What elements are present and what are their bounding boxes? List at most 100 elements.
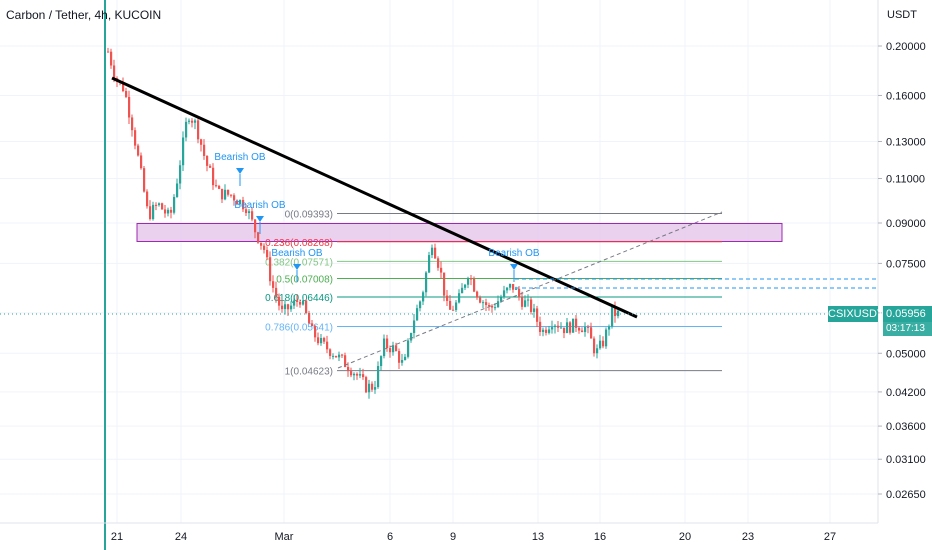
- current-price-label: 0.05956: [883, 306, 932, 322]
- candle-body: [518, 288, 521, 297]
- candle-body: [137, 145, 140, 156]
- price-tick-label: 0.02650: [886, 489, 926, 501]
- candle-body: [242, 199, 245, 210]
- price-tick-label: 0.03600: [886, 421, 926, 433]
- candle-body: [227, 189, 230, 195]
- candle-body: [539, 321, 542, 332]
- candle-body: [527, 299, 530, 301]
- candle-body: [275, 287, 278, 297]
- candle-body: [419, 301, 422, 309]
- candle-body: [374, 387, 377, 390]
- price-tick-label: 0.16000: [886, 90, 926, 102]
- time-tick-label: 23: [742, 531, 754, 543]
- candle-body: [350, 371, 353, 376]
- time-tick-label: 21: [111, 531, 123, 543]
- candle-body: [296, 300, 299, 302]
- time-tick-label: 24: [175, 531, 187, 543]
- candle-body: [608, 326, 611, 330]
- candle-body: [302, 300, 305, 305]
- candle-body: [152, 204, 155, 220]
- bearish-ob-zone[interactable]: [136, 222, 783, 242]
- candle-body: [305, 300, 308, 314]
- candle-body: [149, 206, 152, 220]
- candle-body: [602, 340, 605, 347]
- candle-body: [272, 281, 275, 288]
- candle-body: [146, 191, 149, 207]
- candle-body: [401, 360, 404, 363]
- down-arrow-icon: [510, 264, 518, 270]
- trendline: [111, 76, 638, 319]
- fib-label: 0.618(0.06446): [265, 293, 333, 304]
- candle-body: [251, 211, 254, 220]
- fib-retracement[interactable]: 0(0.09393) 0.236(0.08268) 0.382(0.07571) 0.…: [265, 210, 722, 378]
- price-tick-label: 0.09000: [886, 218, 926, 230]
- candle-body: [533, 308, 536, 312]
- candle-body: [359, 374, 362, 376]
- candle-body: [209, 165, 212, 168]
- candle-body: [107, 51, 110, 53]
- candle-body: [335, 355, 338, 358]
- candle-body: [320, 337, 323, 344]
- symbol-price-badge: CSIXUSDT: [828, 306, 884, 322]
- candle-body: [155, 204, 158, 206]
- candle-body: [311, 323, 314, 327]
- candle-body: [422, 292, 425, 302]
- candle-body: [476, 291, 479, 298]
- candle-body: [380, 356, 383, 367]
- symbol-title[interactable]: Carbon / Tether, 4h, KUCOIN: [6, 8, 162, 22]
- candle-body: [353, 373, 356, 376]
- candle-body: [395, 345, 398, 352]
- candle-body: [413, 320, 416, 334]
- candle-body: [194, 120, 197, 123]
- fib-label: 1(0.04623): [285, 367, 333, 378]
- candle-body: [572, 318, 575, 333]
- candle-body: [284, 304, 287, 310]
- price-tick-label: 0.13000: [886, 136, 926, 148]
- candle-body: [458, 293, 461, 303]
- annotations[interactable]: Bearish OB Bearish OB Bearish OB Bearish OB: [214, 152, 540, 282]
- candle-body: [584, 326, 587, 333]
- down-arrow-icon: [256, 216, 264, 222]
- candle-body: [173, 196, 176, 213]
- candle-body: [158, 203, 161, 206]
- candle-body: [179, 165, 182, 184]
- candle-body: [293, 300, 296, 306]
- candle-body: [542, 329, 545, 332]
- candle-body: [581, 330, 584, 333]
- candle-body: [587, 326, 590, 328]
- price-tick-label: 0.11000: [886, 174, 925, 186]
- candle-body: [260, 242, 263, 246]
- candle-body: [278, 296, 281, 306]
- candle-body: [140, 155, 143, 169]
- candle-body: [200, 139, 203, 145]
- candle-body: [383, 338, 386, 357]
- candle-body: [506, 287, 509, 291]
- candle-body: [452, 309, 455, 311]
- candle-body: [248, 211, 251, 214]
- candle-body: [389, 348, 392, 353]
- candle-body: [473, 278, 476, 292]
- candle-body: [356, 373, 359, 376]
- candle-body: [290, 305, 293, 310]
- candle-body: [203, 144, 206, 156]
- candle-body: [233, 195, 236, 201]
- candle-body: [134, 130, 137, 146]
- candle-body: [230, 194, 233, 196]
- candle-body: [509, 283, 512, 288]
- candle-body: [554, 325, 557, 328]
- candle-body: [569, 322, 572, 333]
- candle-body: [548, 329, 551, 333]
- bearish-ob-label: Bearish OB: [214, 152, 265, 163]
- candle-body: [128, 96, 131, 118]
- candle-body: [362, 374, 365, 378]
- drawing-lines[interactable]: [0, 76, 878, 369]
- candle-body: [449, 300, 452, 310]
- price-tick-label: 0.07500: [886, 258, 926, 270]
- time-tick-label: 13: [532, 531, 544, 543]
- candle-body: [122, 81, 125, 92]
- down-arrow-icon: [293, 264, 301, 270]
- candle-body: [557, 325, 560, 328]
- time-tick-label: 9: [450, 531, 456, 543]
